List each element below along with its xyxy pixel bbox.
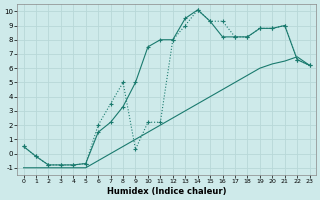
X-axis label: Humidex (Indice chaleur): Humidex (Indice chaleur) (107, 187, 226, 196)
